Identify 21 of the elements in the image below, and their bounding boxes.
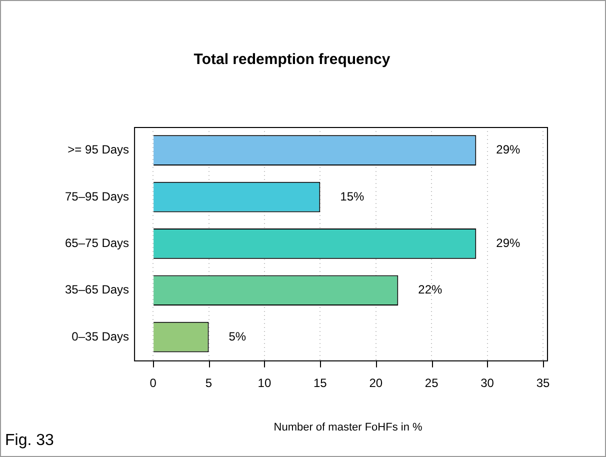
y-tick-label: 35–65 Days [64,282,130,297]
y-tick-label: 65–75 Days [64,236,130,250]
x-tick-label: 10 [258,376,272,390]
y-tick-label: >= 95 Days [68,142,130,157]
data-label: 29% [496,142,520,157]
chart-title: Total redemption frequency [194,51,391,68]
x-tick-label: 35 [536,376,550,390]
data-label: 22% [418,282,443,297]
x-tick-label: 25 [424,376,439,390]
caption: Fig. 33 [5,432,54,450]
data-label: 29% [496,236,520,250]
y-tick-label: 75–95 Days [64,189,130,204]
y-tick-label: 0–35 Days [72,329,130,344]
data-label: 5% [228,329,246,344]
x-tick-label: 0 [150,376,157,390]
x-tick-label: 5 [205,376,212,390]
x-tick-label: 30 [480,376,494,390]
data-label: 15% [340,189,365,204]
x-axis-title: Number of master FoHFs in % [274,421,423,434]
x-tick-label: 20 [369,376,383,390]
x-tick-label: 15 [313,376,328,390]
